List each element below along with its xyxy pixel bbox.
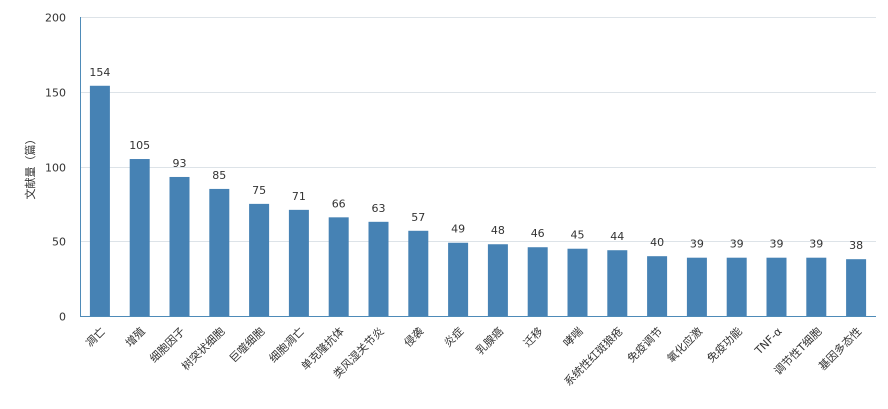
x-tick-label: 凋亡	[83, 324, 108, 349]
x-tick-label: 增殖	[122, 324, 147, 349]
x-tick-label: 免疫调节	[624, 324, 665, 365]
y-axis-title: 文献量（篇）	[23, 134, 37, 200]
bar[interactable]	[169, 176, 190, 316]
data-label: 39	[770, 238, 784, 251]
x-tick-label: 细胞因子	[147, 325, 187, 365]
data-label: 105	[129, 139, 150, 152]
bar[interactable]	[527, 247, 548, 316]
bar[interactable]	[89, 85, 110, 317]
x-tick-label: 树突状细胞	[179, 324, 228, 373]
y-tick-label: 50	[52, 236, 66, 249]
data-label: 40	[650, 236, 664, 249]
data-label: 63	[372, 202, 386, 215]
x-tick-label: TNF-α	[752, 325, 785, 358]
x-tick-label: 细胞凋亡	[266, 324, 307, 365]
data-label: 75	[252, 184, 266, 197]
data-labels: 154 105 93 85 75 71 66 63 57 49 48 46 45 44 40 39 39 39 39…	[89, 66, 863, 252]
data-label: 66	[332, 197, 346, 210]
data-label: 49	[451, 223, 465, 236]
data-label: 39	[809, 238, 823, 251]
bar[interactable]	[806, 257, 827, 316]
bar[interactable]	[209, 188, 230, 316]
data-label: 48	[491, 224, 505, 237]
data-label: 44	[610, 230, 624, 243]
data-label: 45	[571, 229, 585, 242]
x-tick-label: 基因多态性	[815, 324, 864, 373]
y-tick-label: 200	[45, 12, 66, 25]
x-tick-label: 侵袭	[401, 324, 426, 349]
data-label: 154	[89, 66, 110, 79]
gridlines	[80, 17, 876, 242]
axes	[80, 17, 876, 317]
bar[interactable]	[766, 257, 787, 316]
x-tick-label: 迁移	[521, 325, 546, 350]
bars	[89, 85, 867, 317]
x-tick-label: 乳腺癌	[473, 324, 506, 357]
x-tick-label: 巨噬细胞	[226, 324, 267, 365]
x-tick-label: 免疫功能	[704, 324, 745, 365]
data-label: 39	[730, 238, 744, 251]
x-tick-label: 氧化应激	[664, 324, 705, 365]
x-tick-labels: 凋亡 增殖 细胞因子树突状细胞 巨噬细胞 细胞凋亡单克隆抗体类风湿关节炎 侵袭 炎症 乳腺癌迁…	[83, 324, 865, 388]
bar[interactable]	[686, 257, 707, 316]
bar[interactable]	[408, 230, 429, 316]
bar[interactable]	[368, 221, 389, 316]
bar[interactable]	[328, 217, 349, 316]
y-tick-labels: 0 50 100 150 200	[45, 12, 66, 324]
data-label: 38	[849, 239, 863, 252]
bar[interactable]	[846, 259, 867, 316]
bar[interactable]	[129, 159, 150, 316]
y-tick-label: 150	[45, 87, 66, 100]
bar[interactable]	[448, 242, 469, 316]
bar[interactable]	[249, 203, 270, 316]
x-tick-label: 哮喘	[561, 325, 586, 350]
data-label: 57	[411, 211, 425, 224]
data-label: 85	[212, 169, 226, 182]
data-label: 46	[531, 227, 545, 240]
bar[interactable]	[487, 244, 508, 316]
bar[interactable]	[288, 209, 309, 316]
y-tick-label: 0	[59, 311, 66, 324]
bar[interactable]	[726, 257, 747, 316]
data-label: 93	[173, 157, 187, 170]
bar[interactable]	[647, 256, 668, 316]
bar[interactable]	[567, 248, 588, 316]
x-tick-label: 炎症	[441, 324, 466, 349]
bar[interactable]	[607, 250, 628, 316]
data-label: 71	[292, 190, 306, 203]
y-tick-label: 100	[45, 162, 66, 175]
data-label: 39	[690, 238, 704, 251]
